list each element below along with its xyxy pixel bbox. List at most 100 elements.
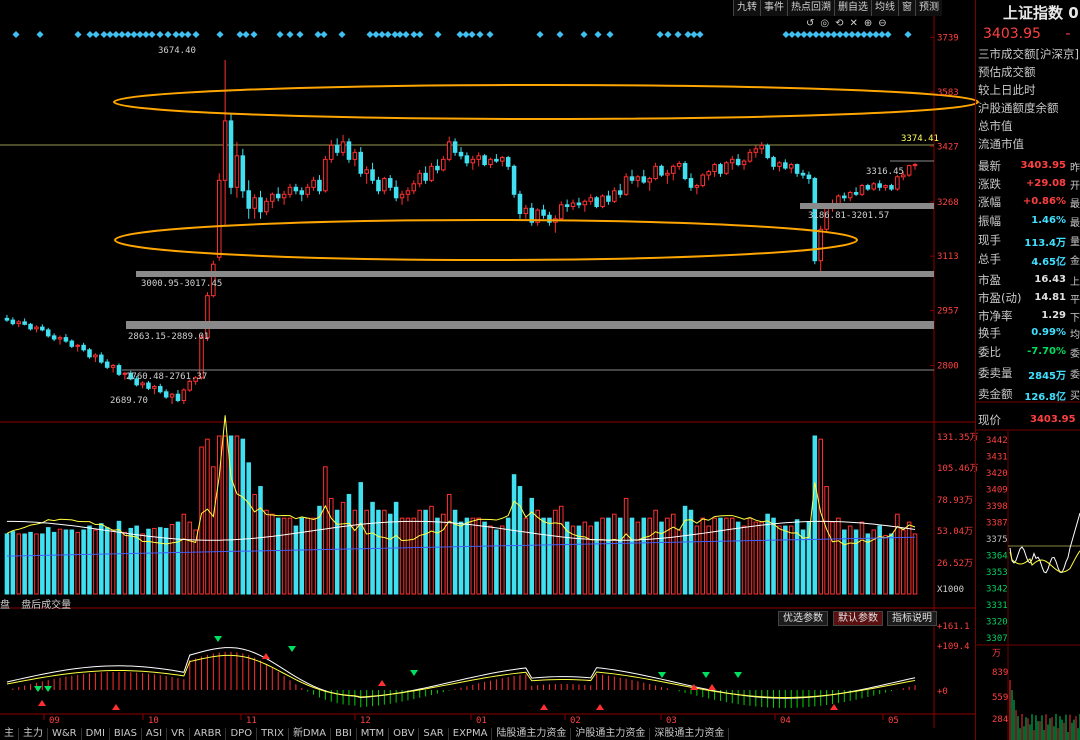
tab-trix[interactable]: TRIX <box>257 728 289 740</box>
tab-bbi[interactable]: BBI <box>331 728 357 740</box>
candle-body <box>364 169 369 174</box>
zoom-out-icon[interactable]: ⊖ <box>878 18 887 29</box>
tab-bias[interactable]: BIAS <box>110 728 142 740</box>
volume-bar <box>482 521 487 595</box>
volume-bar <box>553 509 558 595</box>
down-arrow-icon <box>702 672 710 678</box>
signal-diamond <box>904 30 912 39</box>
stat-label: 市盈 <box>978 273 1001 287</box>
volume-bar <box>122 531 128 595</box>
volume-bar <box>688 509 694 595</box>
volume-bar <box>842 529 847 595</box>
default-params-button[interactable]: 默认参数 <box>833 611 883 626</box>
forecast-button[interactable]: 预测 <box>915 0 942 16</box>
ma-button[interactable]: 均线 <box>871 0 898 16</box>
volume-bar <box>523 517 529 595</box>
zoom-in-icon[interactable]: ⊕ <box>863 18 873 29</box>
candle-body <box>281 193 287 199</box>
volume-bar <box>346 493 352 595</box>
stat-label: 委比 <box>978 345 1001 359</box>
volume-bar <box>305 517 310 595</box>
signal-diamond <box>74 30 82 39</box>
stat-value: 126.8亿 <box>1024 392 1066 403</box>
candle-body <box>676 163 682 167</box>
candle-body <box>747 151 753 162</box>
tab-vr[interactable]: VR <box>167 728 190 740</box>
stat-label: 市盈(动) <box>978 291 1022 305</box>
tab-lugutong[interactable]: 陆股通主力资金 <box>492 728 572 740</box>
candle-body <box>753 148 759 153</box>
indicator-help-button[interactable]: 指标说明 <box>887 611 937 626</box>
tab-dpo[interactable]: DPO <box>226 728 258 740</box>
tab-asi[interactable]: ASI <box>142 728 168 740</box>
tab-prefix-b[interactable]: 主力 <box>19 728 48 740</box>
signal-diamond <box>136 30 144 39</box>
signal-diamond <box>842 30 850 39</box>
down-arrow-icon <box>214 636 222 642</box>
signal-diamond <box>434 30 442 39</box>
candle-body <box>600 195 605 208</box>
panel-price-value: 3403.95 <box>983 26 1041 42</box>
tab-new-dma[interactable]: 新DMA <box>289 728 332 740</box>
candle-body <box>441 158 446 171</box>
volume-axis-label: 26.52万 <box>937 559 973 569</box>
tab-shengutong[interactable]: 深股通主力资金 <box>650 728 730 740</box>
candle-body <box>146 382 151 389</box>
candle-body <box>647 178 652 183</box>
volume-bar <box>635 521 641 595</box>
volume-bar <box>682 505 688 595</box>
history-icon[interactable]: ↺ <box>806 18 815 29</box>
volume-bar <box>376 509 381 595</box>
candle-body <box>895 176 900 190</box>
tab-hugutong[interactable]: 沪股通主力资金 <box>571 728 651 740</box>
optimized-params-button[interactable]: 优选参数 <box>778 611 828 626</box>
candle-body <box>788 164 794 169</box>
candle-body <box>871 183 877 190</box>
candle-body <box>523 207 529 215</box>
close-icon[interactable]: ✕ <box>849 18 858 29</box>
candle-body <box>205 295 210 339</box>
tab-sar[interactable]: SAR <box>419 728 449 740</box>
candle-body <box>900 174 906 178</box>
tab-arbr[interactable]: ARBR <box>190 728 227 740</box>
candle-body <box>570 202 576 208</box>
candle-body <box>370 169 375 181</box>
tab-mtm[interactable]: MTM <box>357 728 390 740</box>
hot-replay-button[interactable]: 热点回溯 <box>787 0 834 16</box>
tab-obv[interactable]: OBV <box>389 728 420 740</box>
eye-icon[interactable]: ◎ <box>820 18 830 29</box>
candle-body <box>287 186 293 195</box>
window-button[interactable]: 窗 <box>898 0 915 16</box>
gap-bar-1 <box>800 203 934 209</box>
volume-bar <box>81 529 86 595</box>
candle-body <box>382 178 387 192</box>
nine-turn-button[interactable]: 九转 <box>733 0 760 16</box>
remove-watchlist-button[interactable]: 删自选 <box>834 0 871 16</box>
candle-body <box>246 190 251 209</box>
event-button[interactable]: 事件 <box>760 0 787 16</box>
mini-axis-label: 3342 <box>986 585 1008 595</box>
candle-body <box>612 190 617 202</box>
volume-bar <box>99 523 104 595</box>
reset-icon[interactable]: ⟲ <box>835 18 844 29</box>
tab-dmi[interactable]: DMI <box>82 728 110 740</box>
tab-prefix-a[interactable]: 主 <box>0 728 19 740</box>
candle-body <box>376 179 381 192</box>
volume-axis-label: 53.04万 <box>937 527 973 537</box>
candle-body <box>665 172 670 176</box>
stat-ext: 平 <box>1070 295 1080 306</box>
month-axis: 09 10 11 12 01 02 03 04 05 <box>43 714 899 726</box>
signal-diamond <box>276 30 284 39</box>
price-axis-label: 2957 <box>937 307 959 317</box>
volume-bar <box>476 517 481 595</box>
tab-wr[interactable]: W&R <box>48 728 82 740</box>
volume-bar <box>458 521 464 595</box>
volume-header-label: 盘后成交量 <box>21 600 72 611</box>
mini-axis-label: 3442 <box>986 436 1008 446</box>
volume-bar <box>783 525 788 595</box>
info-line: 沪股通额度余额 <box>978 101 1059 115</box>
volume-bar <box>505 517 511 595</box>
volume-bar <box>69 529 75 595</box>
tab-expma[interactable]: EXPMA <box>449 728 493 740</box>
